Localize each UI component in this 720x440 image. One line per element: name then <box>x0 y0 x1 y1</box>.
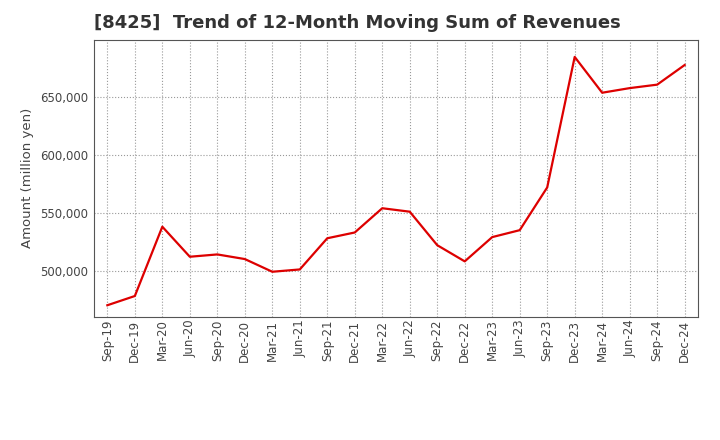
Text: [8425]  Trend of 12-Month Moving Sum of Revenues: [8425] Trend of 12-Month Moving Sum of R… <box>94 15 621 33</box>
Y-axis label: Amount (million yen): Amount (million yen) <box>22 108 35 248</box>
